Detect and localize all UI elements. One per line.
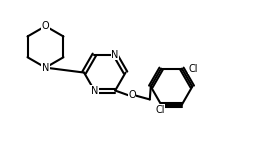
Text: N: N [42, 63, 49, 73]
Text: N: N [91, 86, 98, 96]
Text: Cl: Cl [189, 64, 198, 74]
Text: O: O [42, 21, 49, 31]
Text: Cl: Cl [155, 105, 165, 114]
Text: O: O [128, 90, 136, 100]
Text: N: N [111, 50, 119, 60]
